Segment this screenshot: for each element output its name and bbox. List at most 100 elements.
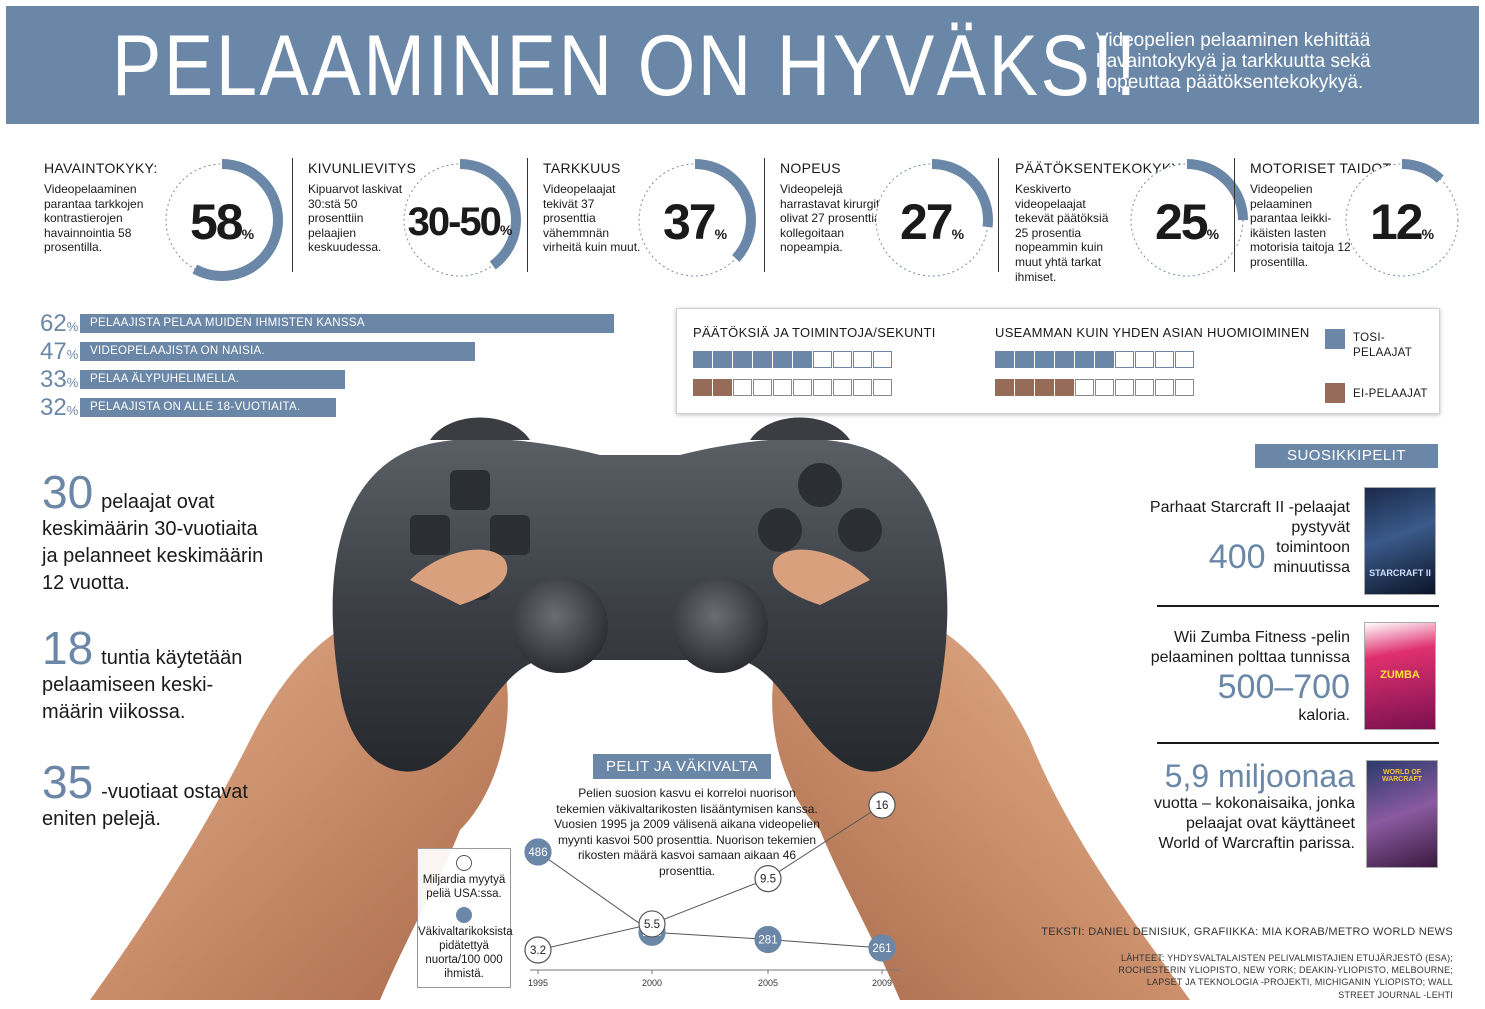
stat-number: 30-50 xyxy=(407,200,502,244)
sales-data-label: 5.5 xyxy=(644,919,660,931)
stat-ring: 58% xyxy=(160,158,284,282)
x-tick-label: 2009 xyxy=(872,978,892,988)
actions-per-second-panel: PÄÄTÖKSIÄ JA TOIMINTOJA/SEKUNTI USEAMMAN… xyxy=(676,308,1440,414)
multitask-gamers-squares xyxy=(995,351,1194,368)
percent-bar-row: 33% PELAA ÄLYPUHELIMELLA. xyxy=(40,368,660,392)
starcraft-line3: toimintoon xyxy=(1276,539,1350,556)
unit-square xyxy=(995,351,1014,368)
wow-number: 5,9 miljoonaa xyxy=(1164,758,1355,794)
decisions-gamers-squares xyxy=(693,351,892,368)
gamepad-hands-illustration xyxy=(90,417,1190,1000)
zumba-cover-logo: ZUMBA xyxy=(1380,669,1420,681)
percent-bar-value: 62% xyxy=(40,310,79,337)
stat-divider xyxy=(292,158,293,272)
stat-value: 30-50% xyxy=(398,192,522,260)
fact-buyers-number: 35 xyxy=(42,756,94,808)
unit-square xyxy=(1055,379,1074,396)
x-tick-label: 2000 xyxy=(642,978,662,988)
legend-nongamers-swatch xyxy=(1325,383,1345,403)
stat-divider xyxy=(527,158,528,272)
ring-fill-arc xyxy=(161,159,283,281)
stat-1: KIVUNLIEVITYS Kipuarvot laskivat 30:stä 5… xyxy=(308,158,528,288)
wow-text: 5,9 miljoonaa vuotta – kokonaisaika, jon… xyxy=(1100,758,1355,854)
percent-bar-fill xyxy=(80,314,614,333)
wow-cover-logo: WORLD OF WARCRAFT xyxy=(1381,769,1423,783)
credit-line: TEKSTI: DANIEL DENISIUK, GRAFIIKKA: MIA … xyxy=(1041,926,1453,938)
stat-title: MOTORISET TAIDOT xyxy=(1250,160,1392,176)
unit-square xyxy=(1035,379,1054,396)
stat-value: 37% xyxy=(633,192,757,264)
unit-square xyxy=(1115,379,1134,396)
page-subtitle: Videopelien pelaaminen kehittää havainto… xyxy=(1096,30,1371,93)
unit-square xyxy=(1115,351,1134,368)
unit-square xyxy=(713,379,732,396)
fact-hours-text: tuntia käytetään pelaamiseen keski-määri… xyxy=(42,647,243,723)
ring-fill-arc xyxy=(399,159,521,281)
stat-title: TARKKUUS xyxy=(543,160,621,176)
header-banner: PELAAMINEN ON HYVÄKSI! Videopelien pelaa… xyxy=(6,6,1479,124)
unit-square xyxy=(1155,351,1174,368)
sources-text: LÄHTEET: YHDYSVALTALAISTEN PELIVALMISTAJ… xyxy=(1118,953,1453,1000)
left-analog-stick xyxy=(512,577,608,673)
fact-hours-number: 18 xyxy=(42,622,94,674)
crimes-point xyxy=(524,838,552,866)
percent-bar-fill xyxy=(80,398,336,417)
unit-square xyxy=(1035,351,1054,368)
decisions-nongamers-squares xyxy=(693,379,892,396)
percent-bar-value: 32% xyxy=(40,394,79,421)
stat-4: PÄÄTÖKSENTEKOKYKY Keskiverto videopelaaja… xyxy=(1015,158,1255,288)
unit-square xyxy=(1155,379,1174,396)
ring-track xyxy=(1345,163,1459,277)
stat-3: NOPEUS Videopelejä harrastavat kirurgit o… xyxy=(780,158,1000,288)
unit-square xyxy=(873,379,892,396)
stat-title: PÄÄTÖKSENTEKOKYKY xyxy=(1015,160,1182,176)
crimes-series-line xyxy=(537,851,883,949)
percent-bar-label: PELAAJISTA PELAA MUIDEN IHMISTEN KANSSA xyxy=(90,317,365,329)
legend-sales-label: Miljardia myytyä peliä USA:ssa. xyxy=(422,874,506,900)
unit-square xyxy=(753,351,772,368)
stat-description: Videopelejä harrastavat kirurgit olivat … xyxy=(780,182,881,255)
ring-fill-arc xyxy=(1126,159,1248,281)
crimes-point xyxy=(754,925,782,954)
unit-square xyxy=(773,351,792,368)
favorites-divider-1 xyxy=(1157,605,1439,607)
starcraft-cover-image: STARCRAFT II xyxy=(1364,487,1436,595)
stat-value: 12% xyxy=(1340,192,1464,264)
stat-unit: % xyxy=(1421,226,1435,242)
crimes-data-label: 261 xyxy=(872,943,891,955)
starcraft-number: 400 xyxy=(1208,538,1266,576)
wow-cover-image: WORLD OF WARCRAFT xyxy=(1366,760,1438,868)
unit-square xyxy=(873,351,892,368)
favorites-divider-2 xyxy=(1157,742,1439,744)
unit-square xyxy=(1135,379,1154,396)
percent-bar-label: PELAAJISTA ON ALLE 18-VUOTIAITA. xyxy=(90,401,301,413)
percent-bar-value: 47% xyxy=(40,338,79,365)
multitask-nongamers-squares xyxy=(995,379,1194,396)
unit-square xyxy=(853,379,872,396)
stat-5: MOTORISET TAIDOT Videopelien pelaaminen p… xyxy=(1250,158,1470,288)
unit-square xyxy=(793,379,812,396)
wow-line1: vuotta – kokonaisaika, jonka xyxy=(1153,795,1355,812)
stat-description: Videopelien pelaaminen parantaa leikki-i… xyxy=(1250,182,1351,269)
unit-square xyxy=(1055,351,1074,368)
unit-square xyxy=(833,379,852,396)
starcraft-line2: pystyvät xyxy=(1291,519,1350,536)
ring-fill-arc xyxy=(1341,159,1463,281)
percent-bar-label: PELAA ÄLYPUHELIMELLA. xyxy=(90,373,240,385)
zumba-line2: pelaaminen polttaa tunnissa xyxy=(1150,649,1350,666)
stat-unit: % xyxy=(499,222,513,238)
stat-divider xyxy=(998,158,999,272)
stat-title: KIVUNLIEVITYS xyxy=(308,160,417,176)
fact-buyers-text: -vuotiaat ostavat eniten pelejä. xyxy=(42,781,248,830)
zumba-line1: Wii Zumba Fitness -pelin xyxy=(1173,629,1350,646)
unit-square xyxy=(1175,379,1194,396)
unit-square xyxy=(813,351,832,368)
violence-text: Pelien suosion kasvu ei korreloi nuoriso… xyxy=(554,786,820,878)
page-title: PELAAMINEN ON HYVÄKSI! xyxy=(112,18,1139,114)
percent-bar-value: 33% xyxy=(40,366,79,393)
ring-fill-arc xyxy=(871,159,993,281)
unit-square xyxy=(813,379,832,396)
stat-number: 25 xyxy=(1154,194,1209,250)
stat-divider xyxy=(764,158,765,272)
percent-bar-fill xyxy=(80,370,345,389)
